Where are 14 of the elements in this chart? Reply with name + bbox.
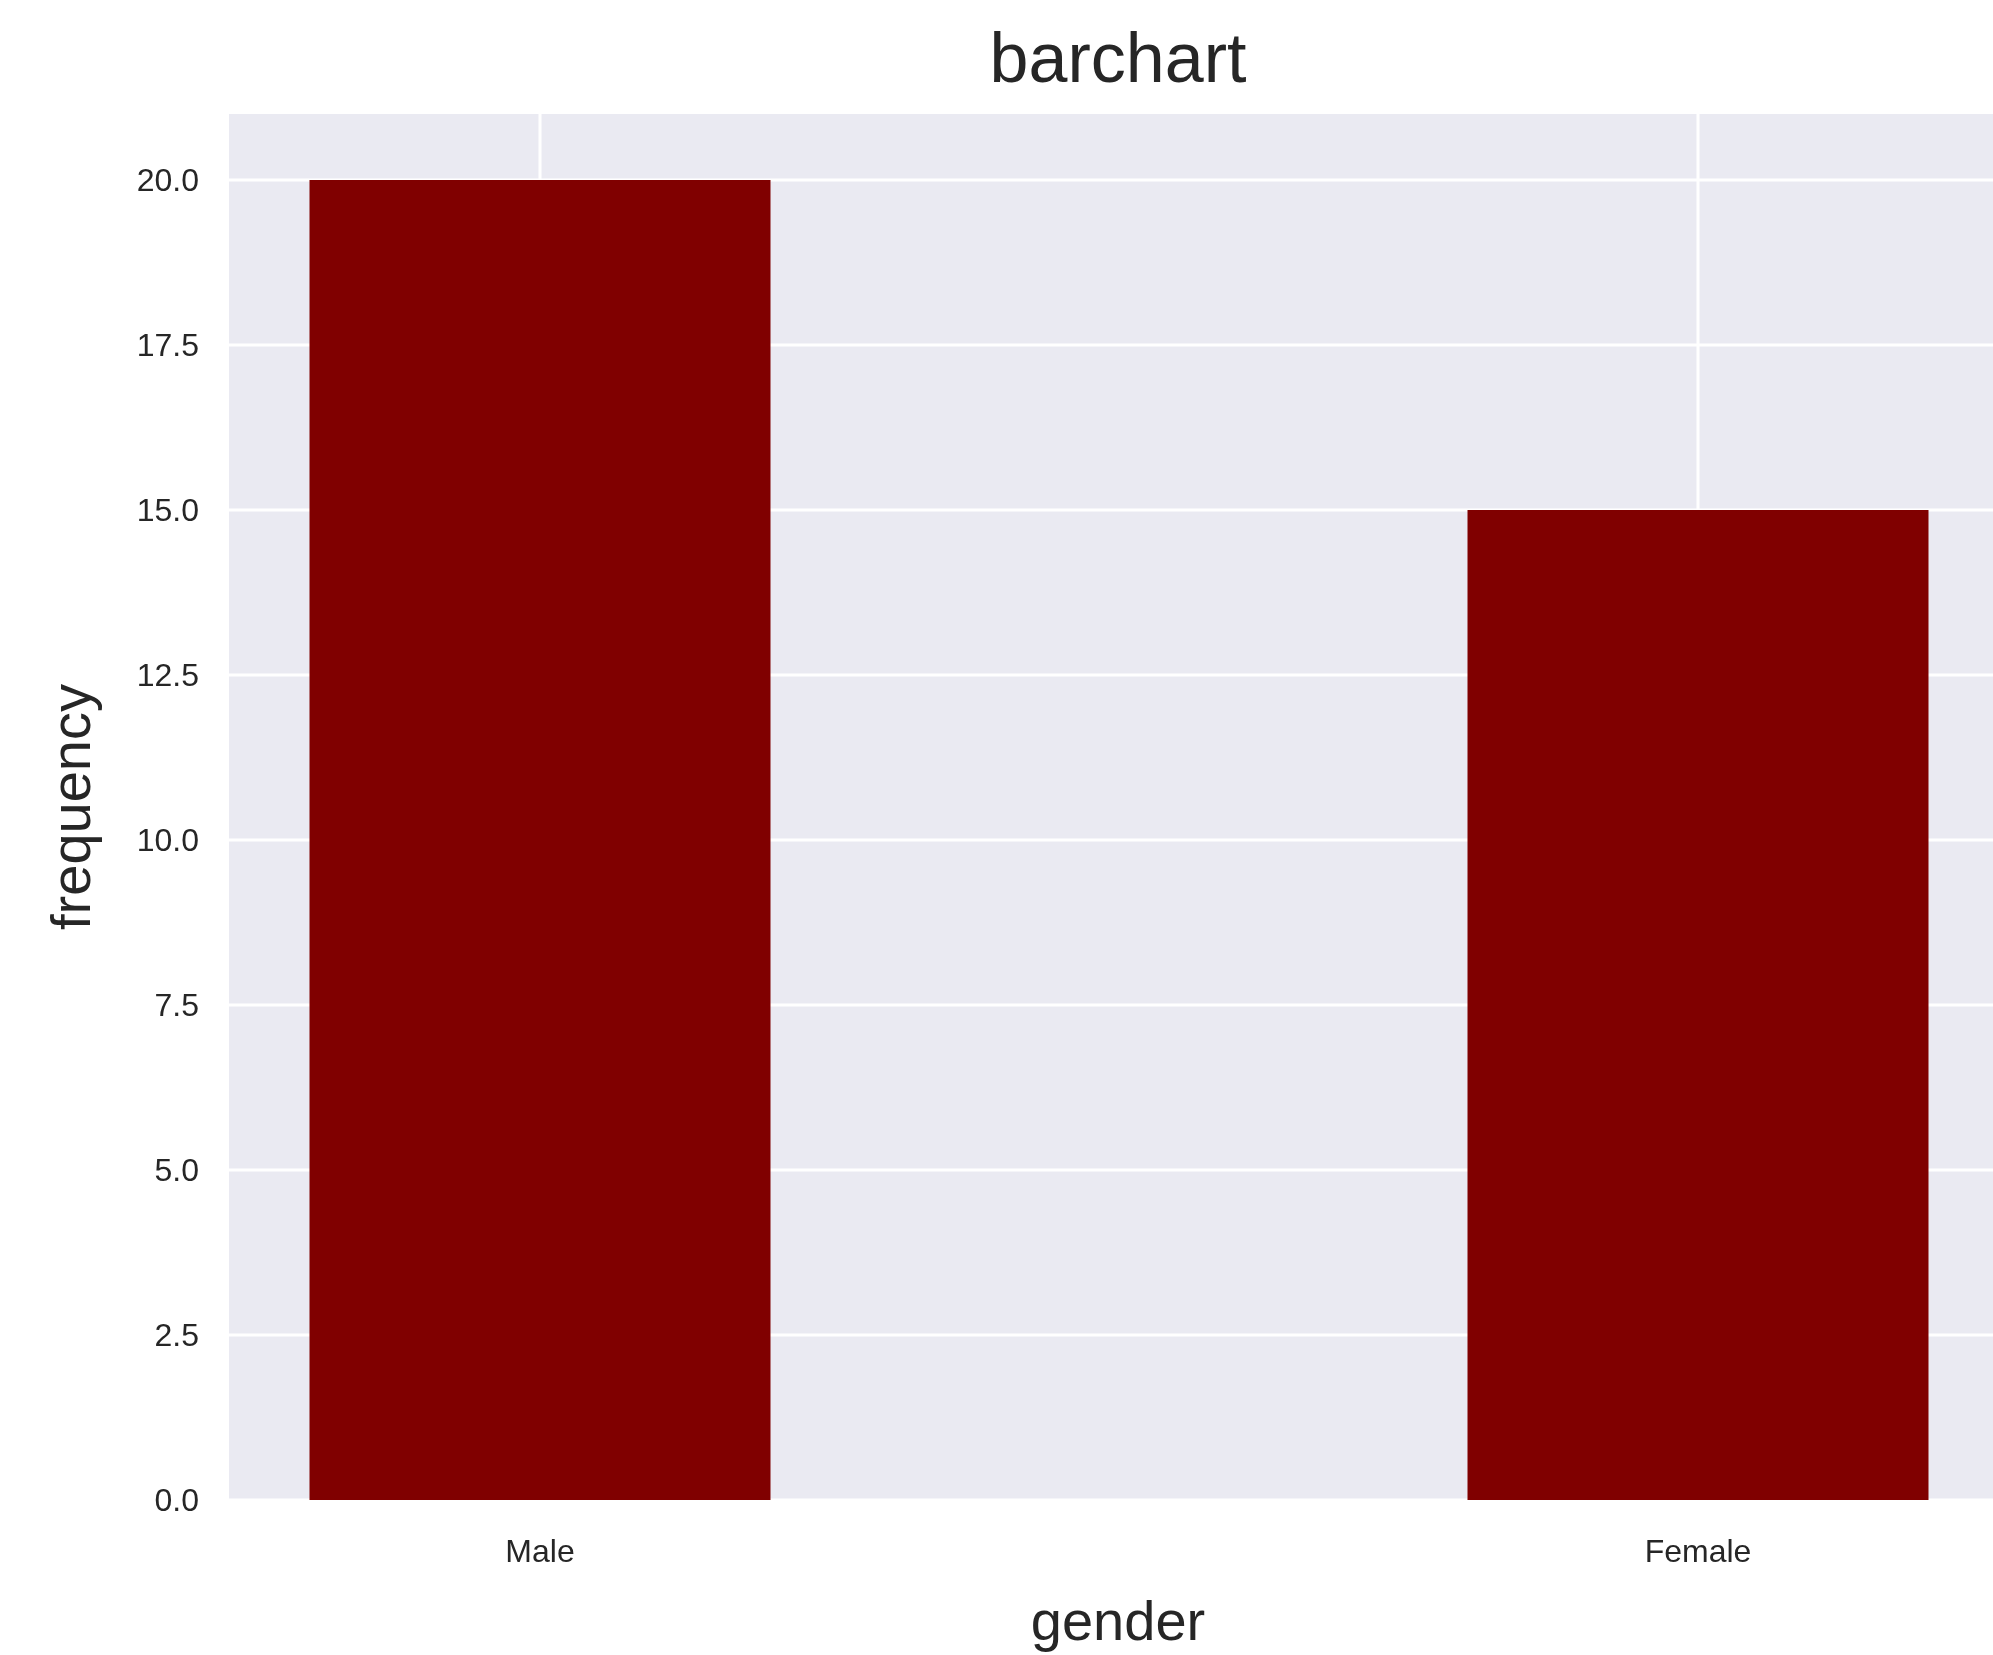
y-tick-label: 7.5 <box>154 987 199 1024</box>
y-tick-label: 20.0 <box>136 162 199 199</box>
y-tick-label: 2.5 <box>154 1317 199 1354</box>
chart-title: barchart <box>989 19 1247 97</box>
y-tick-label: 17.5 <box>136 327 199 364</box>
y-axis-title: frequency <box>39 684 102 930</box>
y-tick-label: 5.0 <box>154 1152 199 1189</box>
y-tick-label: 0.0 <box>154 1482 199 1519</box>
x-tick-label: Female <box>1644 1533 1752 1569</box>
y-tick-label: 15.0 <box>136 492 199 529</box>
y-tick-label: 10.0 <box>136 822 199 859</box>
y-tick-label: 12.5 <box>136 657 199 694</box>
x-axis-title: gender <box>1030 1589 1206 1652</box>
x-tick-label: Male <box>505 1533 575 1569</box>
